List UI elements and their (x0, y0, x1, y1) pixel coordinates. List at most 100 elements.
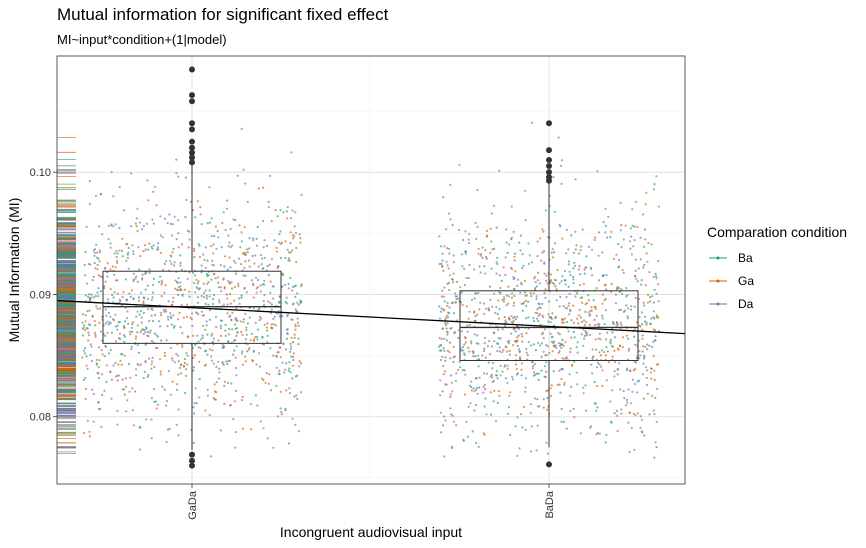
jitter-point (597, 337, 600, 340)
jitter-point (641, 337, 644, 340)
jitter-point (101, 393, 104, 397)
jitter-point (555, 288, 558, 291)
jitter-point (163, 291, 166, 294)
jitter-point (626, 401, 629, 404)
jitter-point (268, 263, 271, 266)
jitter-point (198, 396, 201, 399)
jitter-point (179, 281, 182, 284)
jitter-point (120, 249, 124, 252)
jitter-point (508, 349, 511, 352)
jitter-point (118, 321, 121, 324)
jitter-point (507, 302, 510, 305)
jitter-point (444, 370, 447, 373)
jitter-point (126, 256, 129, 259)
jitter-point (291, 377, 294, 380)
jitter-point (264, 381, 267, 384)
jitter-point (463, 369, 466, 372)
jitter-point (588, 333, 591, 336)
jitter-point (617, 368, 620, 371)
jitter-point (85, 225, 88, 228)
jitter-point (234, 389, 237, 392)
jitter-point (250, 279, 253, 282)
jitter-point (539, 306, 542, 309)
jitter-point (198, 360, 201, 363)
jitter-point (164, 284, 167, 287)
jitter-point (645, 383, 649, 386)
jitter-point (275, 355, 278, 358)
jitter-point (556, 383, 560, 386)
jitter-point (171, 359, 174, 362)
jitter-point (609, 400, 612, 403)
jitter-point (151, 356, 154, 359)
jitter-point (498, 274, 501, 277)
jitter-point (546, 282, 549, 285)
jitter-point (212, 252, 215, 255)
jitter-point (613, 360, 617, 364)
jitter-point (286, 206, 289, 209)
jitter-point (628, 240, 632, 243)
legend-label: Ba (738, 251, 753, 265)
jitter-point (132, 272, 135, 275)
jitter-point (506, 251, 509, 254)
jitter-point (170, 262, 173, 266)
jitter-point (655, 292, 658, 295)
jitter-point (492, 362, 495, 365)
jitter-point (506, 412, 509, 415)
jitter-point (497, 328, 500, 331)
jitter-point (448, 289, 451, 292)
jitter-point (223, 265, 226, 268)
jitter-point (573, 261, 576, 264)
jitter-point (553, 278, 557, 281)
jitter-point (88, 323, 92, 327)
jitter-point (652, 188, 656, 191)
jitter-point (139, 448, 142, 451)
jitter-point (562, 420, 565, 423)
jitter-point (170, 357, 174, 360)
jitter-point (233, 286, 236, 289)
jitter-point (169, 393, 172, 396)
jitter-point (109, 246, 112, 249)
jitter-point (131, 323, 134, 326)
jitter-point (242, 318, 245, 321)
jitter-point (646, 293, 650, 296)
jitter-point (475, 237, 478, 240)
jitter-point (629, 227, 633, 230)
jitter-point (280, 410, 283, 414)
jitter-point (86, 419, 89, 422)
jitter-point (652, 409, 656, 412)
jitter-point (144, 288, 147, 291)
jitter-point (178, 311, 181, 315)
jitter-point (445, 327, 448, 330)
jitter-point (511, 321, 515, 325)
jitter-point (627, 388, 630, 391)
jitter-point (266, 334, 269, 337)
jitter-point (109, 315, 112, 318)
jitter-point (646, 369, 649, 372)
jitter-point (521, 340, 524, 343)
jitter-point (196, 200, 199, 203)
jitter-point (291, 341, 295, 344)
jitter-point (563, 381, 566, 384)
jitter-point (584, 384, 587, 387)
jitter-point (625, 287, 628, 290)
jitter-point (122, 291, 125, 294)
jitter-point (111, 318, 115, 321)
jitter-point (146, 330, 149, 333)
jitter-point (240, 399, 244, 402)
jitter-point (151, 291, 154, 294)
jitter-point (184, 391, 187, 395)
jitter-point (570, 336, 573, 339)
jitter-point (269, 301, 272, 304)
jitter-point (446, 301, 449, 304)
jitter-point (598, 363, 601, 366)
jitter-point (568, 373, 571, 376)
jitter-point (125, 259, 128, 262)
jitter-points (81, 121, 661, 459)
jitter-point (143, 370, 146, 373)
jitter-point (115, 255, 118, 259)
jitter-point (219, 286, 222, 289)
jitter-point (144, 360, 147, 363)
jitter-point (199, 206, 202, 209)
jitter-point (466, 435, 469, 438)
jitter-point (179, 326, 182, 329)
